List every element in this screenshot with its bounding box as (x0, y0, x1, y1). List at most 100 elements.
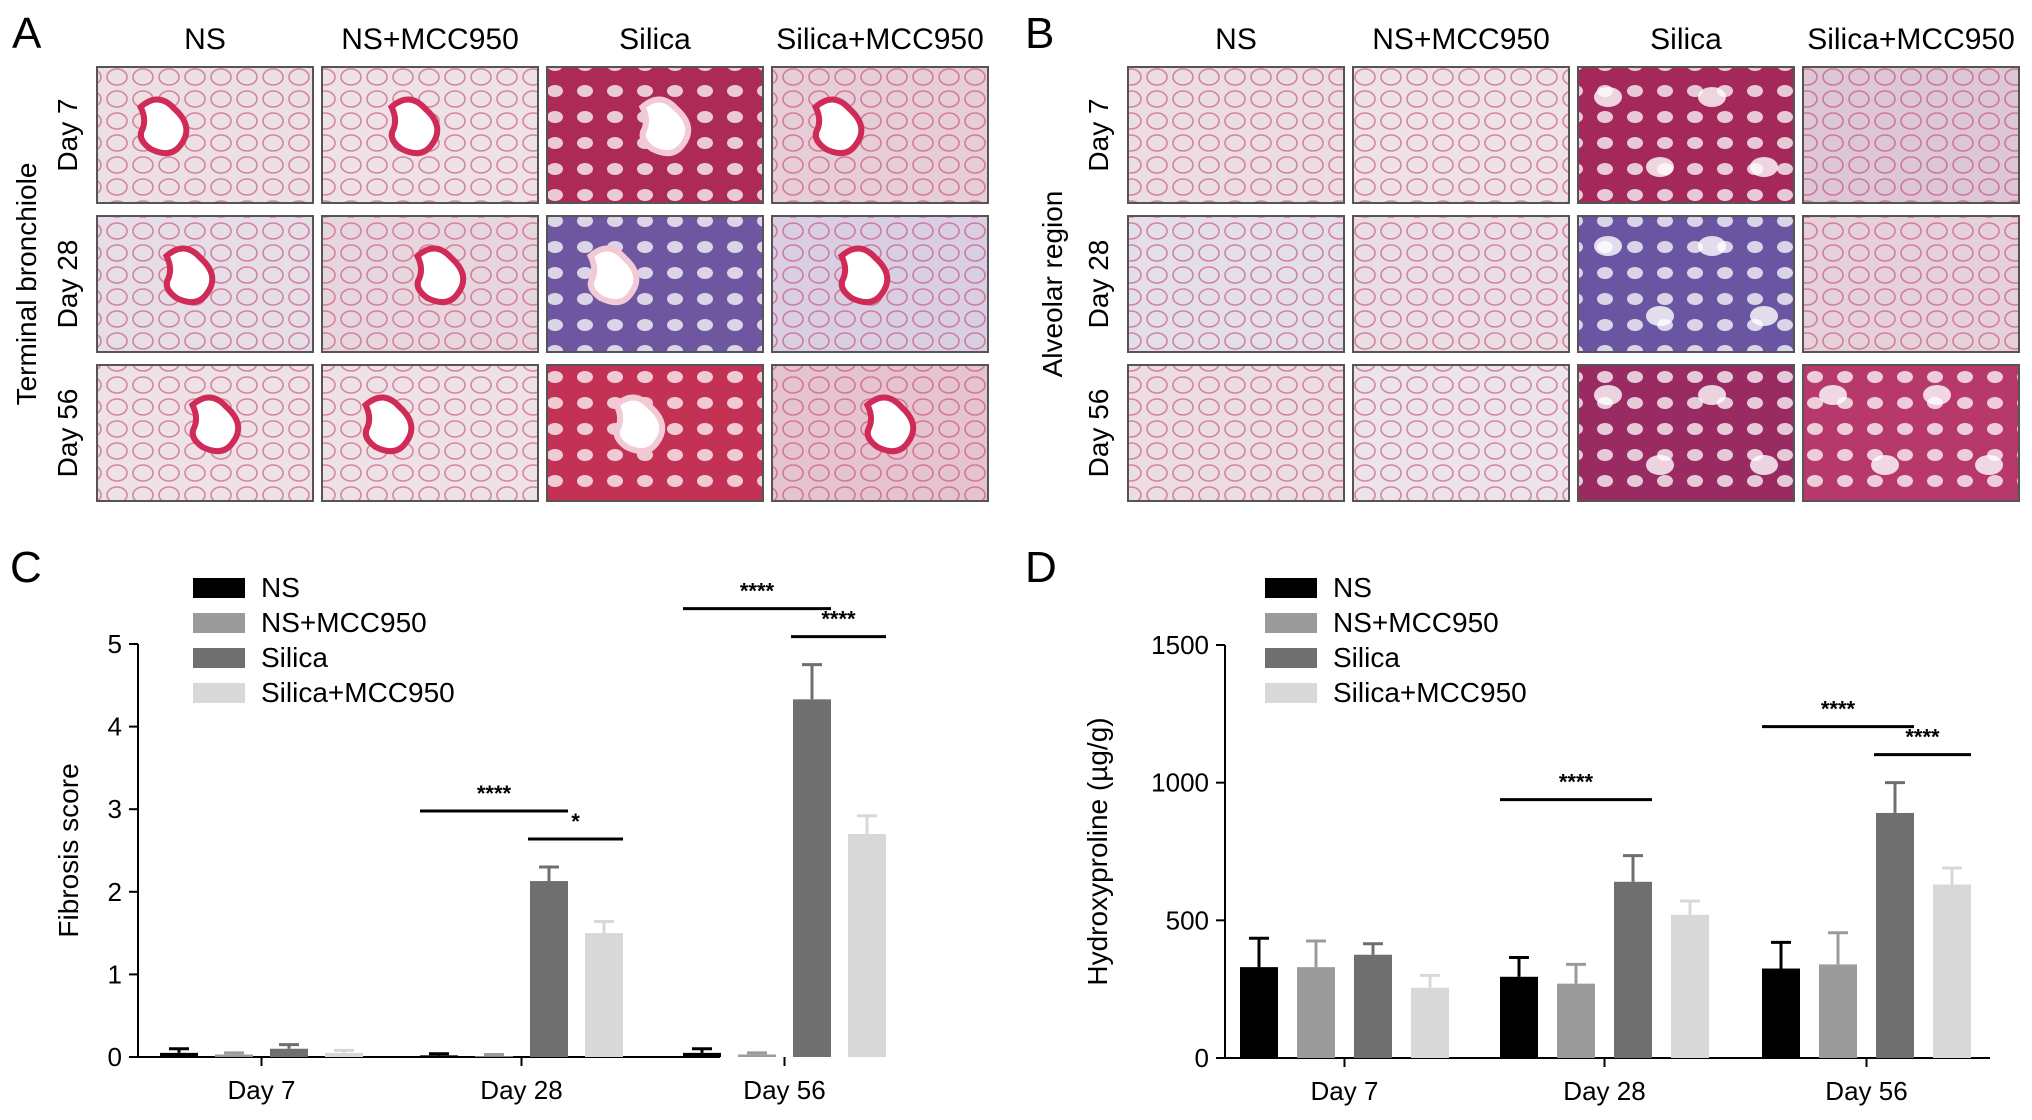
legend-label: NS+MCC950 (1333, 607, 1499, 638)
micrograph-silica-mcc950-day-56 (1802, 364, 2020, 502)
column-title-ns: NS (184, 23, 226, 56)
micrograph-ns-mcc950-day-28 (321, 215, 539, 353)
micrograph-border (321, 215, 539, 353)
significance-day-56-silica-vs-silica-mcc950-label: **** (821, 607, 856, 632)
significance-day-28-ns-vs-silica-label: **** (1559, 770, 1594, 795)
micrograph-border (1802, 66, 2020, 204)
chart-c: C NS NS+MCC950 Silica Silica+MCC950 0 1 2 3 4 5 Fib… (10, 543, 886, 1105)
micrograph-silica-mcc950-day-28 (771, 215, 989, 353)
airspace (1975, 455, 2003, 475)
legend-swatch (193, 683, 245, 703)
bar-ns-day-28 (420, 1055, 458, 1057)
row-label-day-7: Day 7 (52, 98, 83, 171)
bar-silica-day-28 (530, 881, 568, 1057)
side-label: Terminal bronchiole (11, 163, 42, 406)
column-title-ns-mcc950: NS+MCC950 (341, 23, 519, 56)
micrograph-border (771, 66, 989, 204)
airspace (1750, 455, 1778, 475)
micrograph-border (96, 364, 314, 502)
legend-item-ns: NS (193, 572, 300, 603)
micrograph-ns-day-7 (96, 66, 314, 204)
bar-ns-mcc950-day-7 (215, 1054, 253, 1057)
bronchiole-lumen (612, 394, 666, 455)
panel-letter: B (1025, 9, 1054, 58)
legend-item-ns-mcc950: NS+MCC950 (1265, 607, 1499, 638)
column-title-silica: Silica (619, 23, 691, 56)
bar-silica-day-56 (793, 699, 831, 1057)
micrograph-silica-mcc950-day-28 (1802, 215, 2020, 353)
micrograph-border (771, 215, 989, 353)
bar-silica-day-7 (270, 1048, 308, 1057)
micrograph-border (1352, 66, 1570, 204)
micrograph-ns-day-28 (1127, 215, 1345, 353)
airspace (1819, 385, 1847, 405)
row-label-day-28: Day 28 (52, 240, 83, 329)
significance-day-28-ns-vs-silica-label: **** (477, 781, 512, 806)
micrograph-texture (1803, 67, 2019, 203)
legend-label: Silica+MCC950 (261, 677, 455, 708)
micrograph-border (1127, 66, 1345, 204)
significance-day-56-ns-vs-silica-label: **** (740, 579, 775, 604)
y-tick-label-1000: 1000 (1151, 768, 1209, 798)
legend-label: NS (1333, 572, 1372, 603)
x-tick-label-day-28: Day 28 (1563, 1076, 1645, 1106)
bar-ns-mcc950-day-7 (1297, 967, 1335, 1058)
column-title-silica-mcc950: Silica+MCC950 (776, 23, 984, 56)
micrograph-border (321, 364, 539, 502)
micrograph-silica-day-56 (546, 364, 764, 502)
bar-silica-mcc950-day-7 (1411, 987, 1449, 1058)
bronchiole-lumen (188, 394, 242, 455)
x-tick-label-day-7: Day 7 (1311, 1076, 1379, 1106)
micrograph-silica-day-7 (1577, 66, 1795, 204)
legend-label: Silica (261, 642, 328, 673)
bar-silica-day-7 (1354, 954, 1392, 1058)
micrograph-border (1802, 215, 2020, 353)
panel-b: B Alveolar region NS NS+MCC950 Silica Silica+… (1025, 9, 2020, 502)
legend-swatch (193, 613, 245, 633)
bar-silica-mcc950-day-28 (1671, 914, 1709, 1058)
bar-silica-day-28 (1614, 881, 1652, 1058)
significance-day-56-silica-vs-silica-mcc950-label: **** (1905, 725, 1940, 750)
airspace (1646, 157, 1674, 177)
row-label-day-56: Day 56 (52, 389, 83, 478)
legend-label: NS+MCC950 (261, 607, 427, 638)
micrograph-border (96, 215, 314, 353)
bar-ns-day-56 (683, 1052, 721, 1057)
x-tick-label-day-56: Day 56 (743, 1075, 825, 1105)
y-axis-title: Fibrosis score (53, 763, 84, 937)
airspace (1646, 306, 1674, 326)
micrograph-texture (547, 216, 763, 352)
bronchiole-lumen (413, 245, 467, 306)
bronchiole-lumen (811, 96, 865, 157)
legend-item-silica: Silica (1265, 642, 1400, 673)
legend-swatch (193, 648, 245, 668)
significance-day-56-ns-vs-silica-label: **** (1821, 697, 1856, 722)
micrograph-texture (1803, 216, 2019, 352)
bronchiole-lumen (863, 394, 917, 455)
bar-silica-mcc950-day-56 (848, 833, 886, 1057)
micrograph-ns-mcc950-day-7 (1352, 66, 1570, 204)
micrograph-silica-day-28 (1577, 215, 1795, 353)
micrograph-border (1127, 364, 1345, 502)
micrograph-silica-day-7 (546, 66, 764, 204)
column-title-silica-mcc950: Silica+MCC950 (1807, 23, 2015, 56)
airspace (1871, 455, 1899, 475)
bar-silica-mcc950-day-7 (325, 1052, 363, 1057)
airspace (1594, 87, 1622, 107)
micrograph-border (546, 215, 764, 353)
micrograph-border (546, 364, 764, 502)
y-tick-label-2: 2 (108, 877, 122, 907)
micrograph-silica-day-28 (546, 215, 764, 353)
bar-ns-day-7 (1240, 967, 1278, 1058)
bar-silica-day-56 (1876, 812, 1914, 1058)
legend-label: Silica+MCC950 (1333, 677, 1527, 708)
micrograph-texture (97, 67, 313, 203)
bar-chart-panels: C NS NS+MCC950 Silica Silica+MCC950 0 1 2 3 4 5 Fib… (10, 543, 1990, 1106)
airspace (1646, 455, 1674, 475)
x-tick-label-day-28: Day 28 (480, 1075, 562, 1105)
bronchiole-lumen (136, 96, 190, 157)
micrograph-texture (1128, 67, 1344, 203)
bar-ns-mcc950-day-28 (475, 1056, 513, 1057)
bronchiole-lumen (162, 245, 216, 306)
